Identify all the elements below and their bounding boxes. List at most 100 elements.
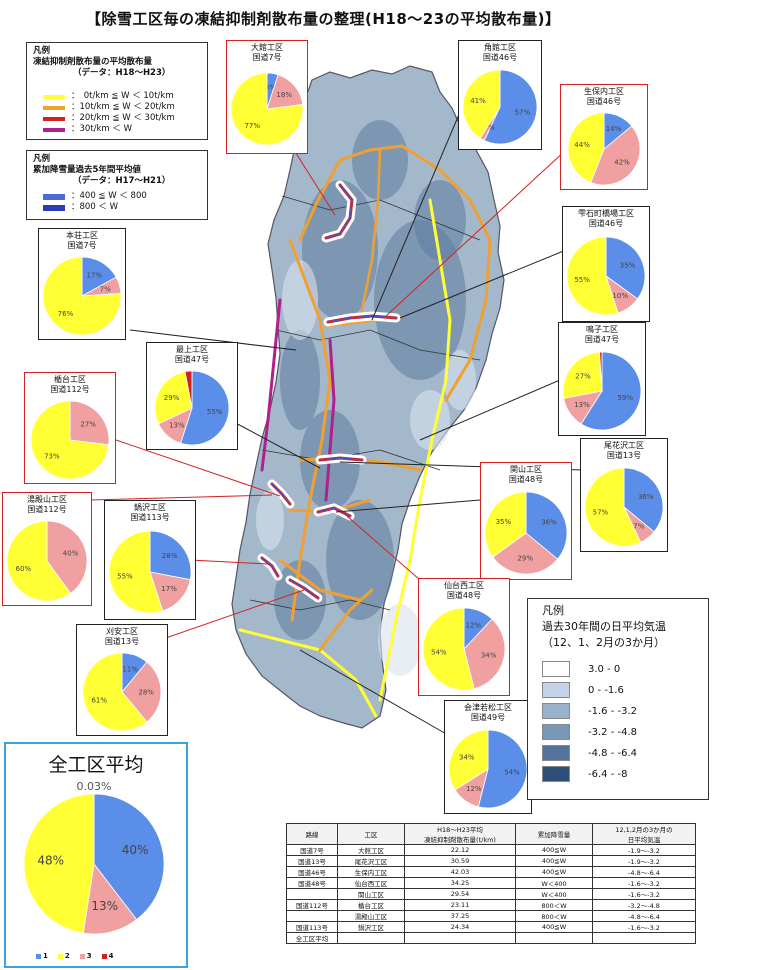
pie-slice bbox=[42, 256, 122, 336]
pie-label: 42% bbox=[614, 158, 630, 166]
pie-label: 27% bbox=[80, 420, 96, 428]
legend-temp-heading: 凡例 bbox=[542, 604, 564, 617]
table-cell: -1.6～-3.2 bbox=[592, 921, 696, 933]
district-name: 雫石町橋場工区 国道46号 bbox=[563, 209, 649, 229]
table-row: 国道113号 鍋沢工区 24.34 400≦W -1.6～-3.2 bbox=[286, 921, 696, 933]
pie-slice bbox=[69, 400, 110, 446]
legend-temp-subtitle: 過去30年間の日平均気温 bbox=[542, 620, 666, 633]
page-title: 【除雪工区毎の凍結抑制剤散布量の整理(H18～23の平均散布量)】 bbox=[86, 10, 561, 28]
table-row: 湯殿山工区 37.25 800＜W -4.8～-6.4 bbox=[286, 910, 696, 922]
district-box: 14% 42% 44% 生保内工区 国道46号 bbox=[560, 84, 648, 190]
pie-label: 18% bbox=[276, 91, 292, 99]
pie-slice bbox=[6, 520, 72, 602]
district-name: 最上工区 国道47号 bbox=[147, 345, 237, 365]
legend-temp-note: （12、1、2月の3か月） bbox=[542, 636, 665, 649]
district-name: 角館工区 国道46号 bbox=[459, 43, 541, 63]
pie-slice bbox=[463, 618, 506, 690]
legend-spread-subtitle: 凍結抑制剤散布量の平均散布量 bbox=[33, 57, 153, 67]
legend-swatch bbox=[43, 193, 65, 200]
pie-label: 54% bbox=[504, 768, 520, 776]
legend-swatch bbox=[542, 682, 570, 698]
legend-swatch bbox=[43, 94, 65, 99]
pie-label: 36% bbox=[541, 519, 557, 527]
table-cell: 仙台西工区 bbox=[337, 877, 405, 889]
pie-slice bbox=[184, 370, 193, 409]
elevation-zone bbox=[302, 180, 378, 320]
pie-slice bbox=[154, 371, 193, 425]
average-legend-item: 2 bbox=[57, 952, 70, 960]
legend-label: 3.0 - 0 bbox=[588, 663, 621, 675]
legend-snow-note: （データ：H17～H21） bbox=[73, 176, 171, 186]
table-header-row: 路線 工区 H18～H23平均 凍結抑制剤散布量(t/km) 累加降雪量 12,1,2月… bbox=[286, 823, 696, 845]
table-cell: 国道113号 bbox=[286, 921, 338, 933]
warm-zone bbox=[282, 260, 318, 340]
elevation-zone bbox=[414, 180, 466, 260]
district-road: 国道47号 bbox=[584, 335, 620, 344]
table-cell: 34.25 bbox=[404, 877, 516, 889]
snow-section bbox=[289, 579, 319, 599]
legend-spread: 凡例 凍結抑制剤散布量の平均散布量 （データ：H18～H23） ： 0t/km … bbox=[26, 42, 208, 140]
district-title: 鳴子工区 bbox=[586, 325, 618, 334]
district-road: 国道113号 bbox=[130, 513, 170, 522]
table-cell: 国道48号 bbox=[286, 877, 338, 889]
pie-slice bbox=[477, 729, 528, 809]
legend-temp-item: -6.4 - -8 bbox=[542, 766, 627, 782]
pie-label: 13% bbox=[574, 401, 590, 409]
pie-label: 40% bbox=[122, 843, 149, 857]
pie-slice bbox=[81, 256, 117, 297]
district-title: 会津若松工区 bbox=[464, 703, 512, 712]
pie-label: 40% bbox=[63, 550, 79, 558]
table-header-cell: 12,1,2月の3か月の 日平均気温 bbox=[592, 823, 696, 845]
road-orange bbox=[318, 588, 374, 652]
district-pie-chart: 5%18% 77% bbox=[230, 72, 304, 146]
snow-section bbox=[327, 315, 397, 323]
snow-section bbox=[325, 184, 353, 239]
pie-label: 44% bbox=[574, 141, 590, 149]
district-name: 生保内工区 国道46号 bbox=[561, 87, 647, 107]
table-row: 国道48号 仙台西工区 34.25 W＜400 -1.6～-3.2 bbox=[286, 877, 696, 889]
district-pie-chart: 35% 10% 55% bbox=[566, 236, 646, 316]
leader-line bbox=[129, 329, 297, 351]
leader-line bbox=[229, 419, 321, 469]
district-pie-chart: 40% 60% bbox=[6, 520, 88, 602]
district-title: 本荘工区 bbox=[66, 231, 98, 240]
table-cell: -1.9～-3.2 bbox=[592, 855, 696, 867]
pie-label: 7% bbox=[633, 522, 644, 530]
pie-label: 54% bbox=[431, 649, 447, 657]
legend-temp-item: 0 - -1.6 bbox=[542, 682, 624, 698]
table-row: 国道13号 尾花沢工区 30.59 400≦W -1.9～-3.2 bbox=[286, 855, 696, 867]
district-title: 湯殿山工区 bbox=[27, 495, 67, 504]
leader-line bbox=[399, 249, 567, 319]
district-name: 本荘工区 国道7号 bbox=[39, 231, 125, 251]
district-pie-chart: 28% 17% 55% bbox=[108, 530, 192, 614]
road-orange bbox=[358, 148, 382, 322]
pie-label: 48% bbox=[37, 854, 64, 868]
road-magenta bbox=[260, 298, 282, 472]
table-cell: W＜400 bbox=[515, 877, 593, 889]
district-road: 国道46号 bbox=[482, 53, 518, 62]
pie-slice bbox=[230, 72, 304, 146]
pie-slice bbox=[82, 652, 148, 732]
district-road: 国道13号 bbox=[104, 637, 140, 646]
average-legend-item: 3 bbox=[79, 952, 92, 960]
district-pie-chart: 59% 13% 27% bbox=[562, 351, 642, 431]
pie-slice bbox=[121, 661, 162, 723]
table-cell: 国道112号 bbox=[286, 899, 338, 911]
district-road: 国道48号 bbox=[446, 591, 482, 600]
table-cell: 23.11 bbox=[404, 899, 516, 911]
pie-slice bbox=[149, 530, 192, 581]
pie-slice bbox=[562, 351, 603, 399]
pie-slice bbox=[590, 125, 641, 186]
table-cell: 42.03 bbox=[404, 866, 516, 878]
table-row: 全工区平均 bbox=[286, 932, 696, 944]
average-legend-item: 4 bbox=[101, 952, 114, 960]
pie-label: 13% bbox=[91, 899, 118, 913]
snow-section bbox=[261, 557, 279, 577]
table-cell: 22.12 bbox=[404, 844, 516, 856]
table-cell: 24.34 bbox=[404, 921, 516, 933]
table-cell bbox=[515, 932, 593, 944]
district-road: 国道48号 bbox=[508, 475, 544, 484]
pie-slice bbox=[599, 351, 603, 392]
table-cell: 400≦W bbox=[515, 921, 593, 933]
pie-label: 5% bbox=[265, 83, 276, 91]
